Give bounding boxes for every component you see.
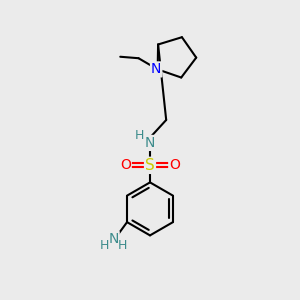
Text: H: H: [118, 239, 127, 252]
Text: N: N: [144, 136, 154, 150]
Text: N: N: [151, 62, 161, 76]
Text: O: O: [169, 158, 180, 172]
Text: O: O: [120, 158, 131, 172]
Text: H: H: [135, 129, 144, 142]
Text: S: S: [145, 158, 155, 173]
Text: H: H: [100, 239, 110, 252]
Text: N: N: [108, 232, 119, 246]
